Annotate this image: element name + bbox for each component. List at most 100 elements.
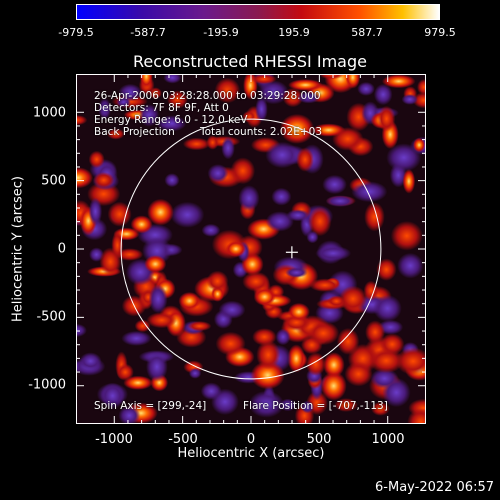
intensity-blob — [287, 344, 306, 373]
image-title: Reconstructed RHESSI Image — [133, 52, 367, 71]
info-spin-axis: Spin Axis = [299,-24] — [94, 400, 207, 412]
intensity-blob — [225, 240, 247, 258]
intensity-blob — [344, 361, 373, 387]
intensity-blob — [214, 77, 241, 104]
intensity-blob — [370, 368, 399, 389]
intensity-blob — [99, 247, 122, 277]
intensity-blob — [211, 388, 239, 415]
intensity-blob — [76, 167, 94, 189]
info-method: Back Projection — [94, 126, 175, 138]
intensity-blob — [167, 90, 188, 109]
intensity-blob — [146, 351, 168, 382]
bright-source — [144, 255, 167, 274]
intensity-blob — [163, 74, 182, 84]
intensity-blob — [390, 221, 423, 251]
intensity-blob — [118, 405, 141, 424]
intensity-blob — [376, 258, 397, 281]
intensity-blob — [363, 280, 379, 301]
intensity-blob — [407, 408, 426, 424]
intensity-blob — [116, 248, 144, 261]
intensity-blob — [188, 367, 202, 379]
intensity-blob — [325, 195, 355, 207]
intensity-blob — [380, 333, 405, 356]
colorbar-tick-label: -195.9 — [203, 26, 239, 39]
intensity-blob — [275, 328, 291, 346]
intensity-blob — [79, 352, 102, 370]
intensity-blob — [238, 185, 260, 212]
spin-axis-marker — [285, 246, 298, 259]
intensity-blob — [107, 201, 132, 227]
intensity-blob — [285, 267, 308, 278]
intensity-blob — [207, 164, 229, 183]
y-tick-label: 0 — [57, 241, 66, 257]
intensity-blob — [373, 83, 393, 106]
intensity-blob — [230, 157, 256, 185]
intensity-blob — [377, 105, 396, 132]
footer-timestamp: 6-May-2022 06:57 — [375, 480, 494, 495]
intensity-blob — [118, 83, 142, 102]
intensity-blob — [93, 172, 115, 189]
intensity-blob — [98, 98, 112, 120]
intensity-blob — [206, 270, 229, 292]
intensity-blob — [311, 123, 346, 137]
info-time-range: 26-Apr-2006 03:28:28.000 to 03:29:28.000 — [94, 90, 321, 102]
x-tick-label: 0 — [246, 432, 256, 447]
info-total-counts: Total counts: 2.02E+03 — [200, 126, 323, 138]
bright-source — [178, 291, 201, 310]
y-tick-label: -1000 — [28, 377, 66, 393]
x-tick-label: 1000 — [371, 432, 405, 447]
intensity-blob — [309, 278, 341, 292]
info-energy-range: Energy Range: 6.0 - 12.0 keV — [94, 114, 248, 126]
x-axis-label: Heliocentric X (arcsec) — [177, 446, 325, 461]
intensity-blob — [296, 147, 314, 172]
intensity-blob — [395, 347, 426, 375]
x-tick-label: -500 — [168, 432, 198, 447]
intensity-blob — [116, 363, 134, 381]
intensity-blob — [351, 181, 388, 203]
intensity-blob — [297, 91, 321, 104]
intensity-blob — [100, 382, 125, 409]
colorbar — [76, 4, 440, 20]
axis-ticks — [76, 74, 426, 424]
y-tick-label: 500 — [41, 173, 66, 189]
intensity-blob — [265, 211, 294, 232]
intensity-blob — [76, 114, 88, 126]
intensity-blob — [371, 401, 390, 416]
intensity-blob — [148, 284, 168, 314]
intensity-blob — [271, 187, 292, 206]
info-detectors: Detectors: 7F 8F 9F, Att 0 — [94, 102, 229, 114]
intensity-blob — [308, 206, 332, 237]
intensity-blob — [88, 150, 105, 169]
colorbar-tick-label: 195.9 — [278, 26, 310, 39]
intensity-blob — [265, 141, 299, 169]
intensity-blob — [88, 197, 103, 226]
intensity-blob — [345, 74, 361, 89]
intensity-blob — [357, 81, 375, 96]
intensity-blob — [401, 94, 418, 105]
info-flare-position: Flare Position = [-707,-113] — [243, 400, 388, 412]
intensity-blob — [182, 137, 211, 151]
intensity-blob — [322, 174, 347, 195]
intensity-blob — [301, 400, 314, 414]
intensity-blob — [305, 352, 326, 376]
y-tick-label: 1000 — [32, 105, 66, 121]
intensity-blob — [139, 74, 153, 89]
intensity-blob — [320, 371, 347, 401]
intensity-blob — [147, 198, 174, 226]
intensity-blob — [288, 79, 323, 91]
intensity-blob — [255, 96, 268, 122]
intensity-blob — [279, 113, 315, 144]
intensity-blob — [282, 87, 304, 108]
intensity-blob — [139, 104, 160, 127]
x-tick-label: 500 — [306, 432, 332, 447]
bright-source — [287, 302, 310, 321]
y-axis-label: Heliocentric Y (arcsec) — [10, 176, 26, 322]
intensity-blob — [402, 169, 416, 194]
rhessi-image-plot — [76, 74, 426, 424]
intensity-blob — [206, 135, 219, 150]
intensity-blob — [76, 323, 87, 338]
bright-source — [130, 215, 153, 234]
y-tick-label: -500 — [36, 309, 66, 325]
intensity-blob — [134, 319, 151, 333]
intensity-blob — [364, 202, 385, 232]
